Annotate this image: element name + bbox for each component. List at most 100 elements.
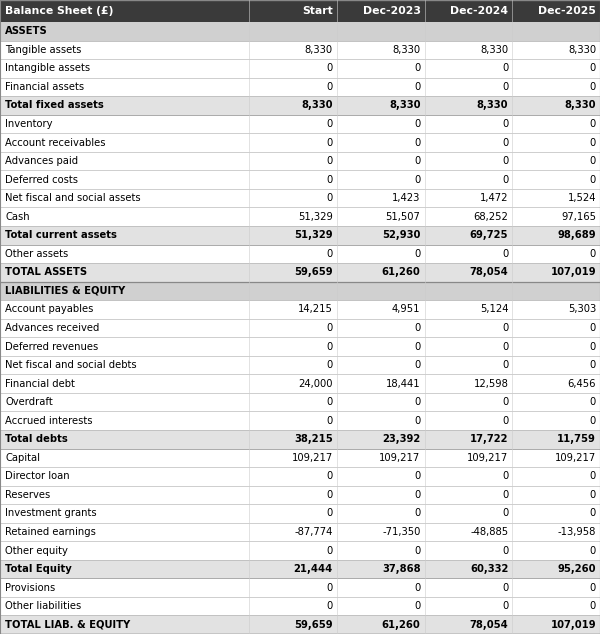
Text: 0: 0 <box>326 583 333 593</box>
Text: 59,659: 59,659 <box>294 268 333 277</box>
Bar <box>337 245 425 263</box>
Text: 0: 0 <box>502 63 508 74</box>
Text: Account receivables: Account receivables <box>5 138 106 148</box>
Text: 0: 0 <box>415 119 421 129</box>
Bar <box>337 171 425 189</box>
Text: 0: 0 <box>502 397 508 407</box>
Text: 0: 0 <box>326 156 333 166</box>
Text: 4,951: 4,951 <box>392 304 421 314</box>
Bar <box>337 281 425 300</box>
Text: Cash: Cash <box>5 212 29 222</box>
Text: 0: 0 <box>326 360 333 370</box>
Text: 0: 0 <box>415 397 421 407</box>
Text: 0: 0 <box>502 156 508 166</box>
Text: 0: 0 <box>326 82 333 92</box>
Bar <box>337 115 425 133</box>
Text: Advances received: Advances received <box>5 323 100 333</box>
Text: 0: 0 <box>502 601 508 611</box>
Bar <box>512 59 600 77</box>
Text: Provisions: Provisions <box>5 583 55 593</box>
Text: 0: 0 <box>502 583 508 593</box>
Text: -13,958: -13,958 <box>558 527 596 537</box>
Text: Financial assets: Financial assets <box>5 82 84 92</box>
Bar <box>337 411 425 430</box>
Text: 0: 0 <box>590 545 596 555</box>
Bar <box>337 133 425 152</box>
Text: 5,303: 5,303 <box>568 304 596 314</box>
Bar <box>337 300 425 319</box>
Bar <box>425 522 512 541</box>
Text: 0: 0 <box>502 490 508 500</box>
Bar <box>512 430 600 448</box>
Text: 8,330: 8,330 <box>568 45 596 55</box>
Text: Start: Start <box>302 6 333 16</box>
Bar <box>249 616 337 634</box>
Text: 0: 0 <box>502 342 508 351</box>
Text: 0: 0 <box>326 471 333 481</box>
Bar <box>425 616 512 634</box>
Text: 0: 0 <box>415 82 421 92</box>
Text: 0: 0 <box>502 416 508 425</box>
Bar <box>249 411 337 430</box>
Bar <box>425 374 512 393</box>
Text: 17,722: 17,722 <box>470 434 508 444</box>
Bar <box>337 486 425 504</box>
Text: 78,054: 78,054 <box>470 268 508 277</box>
Text: 38,215: 38,215 <box>294 434 333 444</box>
Text: Deferred costs: Deferred costs <box>5 174 78 184</box>
Text: 0: 0 <box>415 156 421 166</box>
Bar <box>0 356 249 374</box>
Bar <box>512 486 600 504</box>
Bar <box>512 0 600 22</box>
Bar <box>512 115 600 133</box>
Bar <box>249 281 337 300</box>
Bar <box>512 411 600 430</box>
Bar <box>249 263 337 281</box>
Text: Retained earnings: Retained earnings <box>5 527 96 537</box>
Bar <box>0 486 249 504</box>
Bar <box>337 393 425 411</box>
Text: 8,330: 8,330 <box>477 100 508 110</box>
Bar <box>512 133 600 152</box>
Text: 5,124: 5,124 <box>480 304 508 314</box>
Text: Capital: Capital <box>5 453 40 463</box>
Text: 0: 0 <box>415 323 421 333</box>
Text: 0: 0 <box>590 583 596 593</box>
Text: 6,456: 6,456 <box>568 378 596 389</box>
Text: 23,392: 23,392 <box>382 434 421 444</box>
Text: 0: 0 <box>590 323 596 333</box>
Bar <box>425 245 512 263</box>
Text: 0: 0 <box>590 342 596 351</box>
Text: 0: 0 <box>415 63 421 74</box>
Bar <box>0 374 249 393</box>
Text: Total debts: Total debts <box>5 434 68 444</box>
Text: 8,330: 8,330 <box>392 45 421 55</box>
Bar <box>337 448 425 467</box>
Bar <box>512 319 600 337</box>
Text: 37,868: 37,868 <box>382 564 421 574</box>
Text: 98,689: 98,689 <box>557 230 596 240</box>
Bar <box>425 152 512 171</box>
Text: 52,930: 52,930 <box>382 230 421 240</box>
Text: 12,598: 12,598 <box>473 378 508 389</box>
Text: 0: 0 <box>590 397 596 407</box>
Bar <box>249 22 337 41</box>
Bar <box>425 59 512 77</box>
Text: 51,507: 51,507 <box>386 212 421 222</box>
Bar <box>337 430 425 448</box>
Text: 0: 0 <box>415 360 421 370</box>
Text: 0: 0 <box>326 63 333 74</box>
Bar <box>425 133 512 152</box>
Bar <box>0 207 249 226</box>
Text: 61,260: 61,260 <box>382 268 421 277</box>
Bar <box>249 448 337 467</box>
Text: Account payables: Account payables <box>5 304 94 314</box>
Text: 0: 0 <box>326 174 333 184</box>
Text: Advances paid: Advances paid <box>5 156 78 166</box>
Bar <box>425 393 512 411</box>
Bar <box>0 616 249 634</box>
Text: TOTAL LIAB. & EQUITY: TOTAL LIAB. & EQUITY <box>5 619 130 630</box>
Bar <box>512 597 600 616</box>
Text: 109,217: 109,217 <box>467 453 508 463</box>
Bar <box>0 115 249 133</box>
